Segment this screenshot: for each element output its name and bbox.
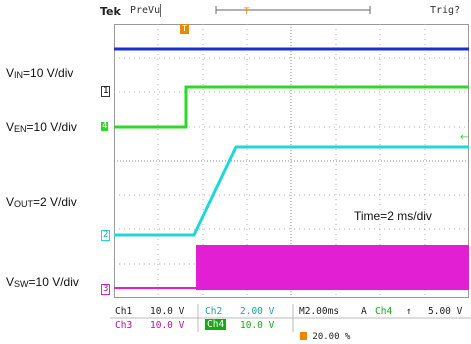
trigger-slope-icon: ↑ (406, 306, 412, 317)
ch1-readout-label[interactable]: Ch1 (115, 306, 133, 317)
trigger-level-readout: 5.00 V (428, 306, 463, 317)
ch3-readout-scale: 10.0 V (150, 320, 185, 331)
acquisition-mode: A (361, 306, 367, 317)
ven-trace (114, 85, 469, 129)
ch3-readout-label[interactable]: Ch3 (115, 320, 133, 331)
trigger-position-readout: 20.00 % (300, 332, 350, 342)
ch4-readout-scale: 10.0 V (240, 320, 275, 331)
ch3-ground-marker[interactable]: 3 (101, 284, 111, 295)
ch2-readout-label[interactable]: Ch2 (205, 306, 223, 317)
ch1-readout-scale: 10.0 V (150, 306, 185, 317)
run-state: PreVu (130, 5, 161, 16)
ch2-ground-marker[interactable]: 2 (101, 230, 111, 241)
status-bar: Tek PreVu Trig? T (100, 0, 471, 22)
trigger-source[interactable]: Ch4 (375, 306, 393, 317)
vsw-scale-label: VSW=10 V/div (6, 275, 79, 289)
waveform-display[interactable]: Time=2 ms/div ← (114, 24, 469, 298)
brand-logo: Tek (100, 5, 121, 18)
channel-readout: Ch1 10.0 V Ch2 2.00 V M2.00ms A Ch4 ↑ 5.… (110, 304, 471, 344)
trigger-status: Trig? (430, 5, 461, 16)
trigger-position-icon (300, 332, 307, 340)
record-position-indicator[interactable]: T (100, 0, 471, 22)
timebase-readout[interactable]: M2.00ms (299, 306, 340, 317)
readout-dividers (110, 304, 471, 332)
trigger-position-marker[interactable]: T (180, 24, 189, 34)
vout-trace (114, 145, 469, 237)
time-scale-label: Time=2 ms/div (354, 209, 432, 223)
svg-text:T: T (243, 7, 250, 17)
trigger-level-icon: ← (460, 132, 468, 143)
vin-scale-label: VIN=10 V/div (6, 66, 74, 80)
ch4-readout-label[interactable]: Ch4 (205, 319, 227, 330)
ch4-ground-marker[interactable]: 4 (101, 121, 109, 131)
ven-scale-label: VEN=10 V/div (6, 120, 77, 134)
ch2-readout-scale: 2.00 V (240, 306, 275, 317)
vout-scale-label: VOUT=2 V/div (6, 195, 77, 209)
ch1-ground-marker[interactable]: 1 (101, 86, 111, 97)
vsw-switching-band (196, 245, 469, 290)
graticule-and-traces: Time=2 ms/div ← (114, 24, 469, 298)
